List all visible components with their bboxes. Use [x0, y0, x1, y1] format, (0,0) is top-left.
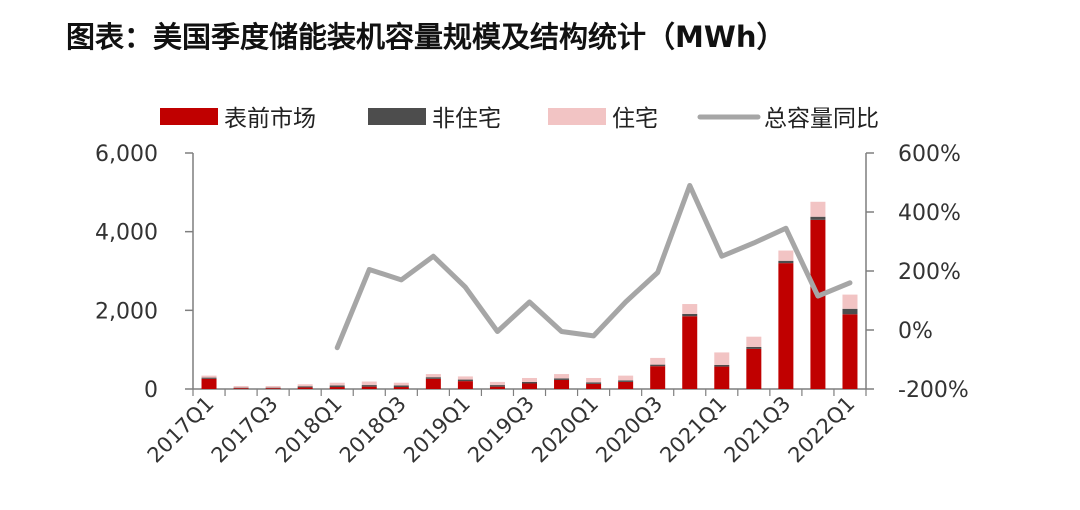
bar-非住宅-2020Q1	[586, 382, 602, 384]
x-tick-label: 2018Q1	[271, 392, 347, 468]
x-tick-label: 2018Q3	[335, 392, 411, 468]
left-tick-label: 6,000	[95, 142, 158, 167]
bar-表前市场-2017Q3	[265, 388, 281, 389]
bar-非住宅-2017Q2	[233, 387, 249, 389]
bar-非住宅-2018Q4	[425, 377, 441, 379]
bar-住宅-2020Q1	[586, 377, 602, 383]
right-tick-label: 0%	[898, 319, 933, 344]
bar-非住宅-2020Q2	[618, 380, 634, 382]
bar-表前市场-2019Q2	[489, 386, 505, 389]
bar-表前市场-2018Q3	[393, 387, 409, 389]
bar-表前市场-2018Q2	[361, 386, 377, 389]
bar-住宅-2017Q3	[265, 386, 281, 388]
chart-title: 图表：美国季度储能装机容量规模及结构统计（MWh）	[66, 20, 786, 54]
bar-住宅-2022Q1	[842, 294, 858, 309]
bar-非住宅-2019Q2	[489, 385, 505, 387]
bar-住宅-2019Q4	[554, 374, 570, 379]
bar-表前市场-2020Q3	[650, 366, 666, 389]
x-tick-label: 2020Q3	[591, 392, 667, 468]
bar-表前市场-2020Q4	[682, 316, 698, 389]
bar-表前市场-2019Q3	[522, 383, 537, 389]
right-tick-label: 600%	[898, 142, 961, 167]
bar-住宅-2019Q3	[522, 377, 537, 382]
right-tick-label: 400%	[898, 201, 961, 226]
legend: 表前市场 非住宅 住宅 总容量同比	[160, 106, 879, 132]
legend-label-住宅: 住宅	[612, 106, 658, 132]
bar-表前市场-2017Q1	[201, 378, 217, 389]
bar-非住宅-2019Q1	[457, 379, 473, 382]
bar-住宅-2017Q1	[201, 375, 217, 378]
bar-住宅-2018Q3	[393, 382, 409, 386]
bar-住宅-2020Q2	[618, 375, 634, 381]
left-tick-label: 2,000	[95, 299, 158, 324]
bar-住宅-2017Q2	[233, 386, 249, 388]
bar-表前市场-2020Q2	[618, 381, 634, 389]
bar-住宅-2017Q4	[297, 384, 313, 387]
bar-表前市场-2020Q1	[586, 383, 602, 389]
x-tick-label: 2022Q1	[784, 392, 860, 468]
bar-非住宅-2018Q3	[393, 385, 409, 388]
bar-住宅-2018Q2	[361, 381, 377, 386]
bar-住宅-2021Q2	[746, 336, 762, 347]
bar-表前市场-2021Q4	[810, 219, 826, 389]
bar-非住宅-2022Q1	[842, 308, 858, 315]
bar-非住宅-2020Q3	[650, 364, 666, 367]
bar-非住宅-2018Q1	[329, 385, 345, 388]
right-tick-label: 200%	[898, 260, 961, 285]
x-tick-label: 2020Q1	[527, 392, 603, 468]
bar-表前市场-2017Q2	[233, 388, 249, 389]
bar-住宅-2020Q4	[682, 304, 698, 314]
legend-swatch-表前市场	[160, 108, 218, 125]
legend-swatch-非住宅	[368, 108, 426, 125]
bar-非住宅-2020Q4	[682, 313, 698, 317]
bar-非住宅-2017Q1	[201, 377, 217, 379]
bar-非住宅-2019Q4	[554, 378, 570, 380]
bar-非住宅-2018Q2	[361, 385, 377, 387]
bar-非住宅-2019Q3	[522, 381, 537, 384]
bar-住宅-2018Q4	[425, 374, 441, 378]
yoy-line	[334, 182, 853, 351]
bar-住宅-2019Q1	[457, 376, 473, 380]
legend-label-总容量同比: 总容量同比	[764, 106, 879, 132]
bar-表前市场-2018Q4	[425, 378, 441, 389]
legend-label-非住宅: 非住宅	[432, 106, 501, 132]
legend-swatch-住宅	[548, 108, 606, 125]
x-tick-label: 2021Q1	[655, 392, 731, 468]
bar-住宅-2020Q3	[650, 357, 666, 365]
bar-表前市场-2017Q4	[297, 387, 313, 389]
axes	[185, 152, 874, 396]
bar-住宅-2018Q1	[329, 382, 345, 386]
bar-非住宅-2021Q1	[714, 365, 730, 367]
bar-非住宅-2017Q4	[297, 386, 313, 388]
line-总容量同比	[334, 182, 853, 351]
bar-非住宅-2021Q4	[810, 216, 826, 220]
left-tick-label: 4,000	[95, 221, 158, 246]
bar-非住宅-2021Q3	[778, 260, 794, 264]
bar-表前市场-2021Q2	[746, 348, 762, 389]
bar-非住宅-2017Q3	[265, 387, 281, 389]
x-tick-label: 2021Q3	[720, 392, 796, 468]
bar-住宅-2021Q4	[810, 201, 826, 217]
bar-住宅-2021Q1	[714, 352, 730, 366]
bars	[201, 201, 858, 389]
x-tick-label: 2019Q1	[399, 392, 475, 468]
bar-表前市场-2021Q1	[714, 366, 730, 389]
bar-表前市场-2019Q1	[457, 381, 473, 389]
legend-label-表前市场: 表前市场	[224, 106, 316, 132]
x-tick-label: 2017Q3	[207, 392, 283, 468]
bar-住宅-2021Q3	[778, 250, 794, 261]
bar-表前市场-2021Q3	[778, 263, 794, 389]
left-tick-label: 0	[144, 378, 158, 403]
bar-非住宅-2021Q2	[746, 346, 762, 349]
bar-表前市场-2022Q1	[842, 314, 858, 389]
bar-表前市场-2018Q1	[329, 387, 345, 389]
right-tick-label: -200%	[898, 378, 969, 403]
x-tick-label: 2019Q3	[463, 392, 539, 468]
bar-住宅-2019Q2	[489, 381, 505, 386]
bar-表前市场-2019Q4	[554, 379, 570, 389]
